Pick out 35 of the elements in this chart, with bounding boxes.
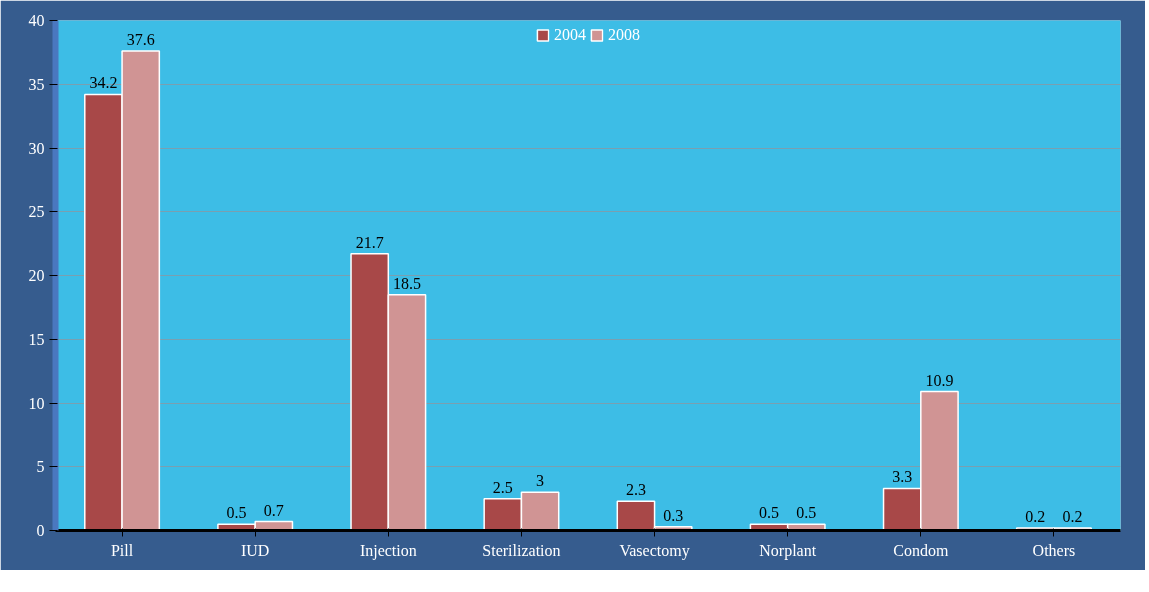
x-tick-label: Vasectomy xyxy=(619,541,690,560)
data-label: 3.3 xyxy=(892,468,913,486)
data-label: 0.2 xyxy=(1062,507,1083,525)
data-label: 0.3 xyxy=(663,506,684,524)
y-tick-label: 40 xyxy=(28,12,45,29)
data-label: 2.3 xyxy=(625,481,646,499)
x-tick-label: IUD xyxy=(240,541,270,559)
legend-label: 2008 xyxy=(608,26,640,44)
y-tick-label: 5 xyxy=(36,458,45,476)
data-label: 21.7 xyxy=(355,233,384,251)
x-tick-label: Norplant xyxy=(759,541,817,560)
data-label: 0.7 xyxy=(263,501,284,519)
data-label: 3 xyxy=(536,472,545,490)
legend-label: 2004 xyxy=(554,26,586,44)
y-tick-label: 15 xyxy=(28,330,45,348)
data-label: 2.5 xyxy=(492,478,513,496)
data-label: 37.6 xyxy=(126,31,155,49)
y-tick-label: 10 xyxy=(28,394,45,412)
x-tick-label: Pill xyxy=(110,541,134,559)
y-tick-label: 25 xyxy=(28,203,45,221)
data-label: 10.9 xyxy=(925,371,954,389)
x-tick-label: Condom xyxy=(893,541,949,559)
data-label: 18.5 xyxy=(392,274,421,292)
data-label: 34.2 xyxy=(89,74,118,92)
data-label: 0.5 xyxy=(796,504,817,522)
data-label: 0.5 xyxy=(759,504,780,522)
y-tick-label: 0 xyxy=(36,522,45,539)
y-tick-label: 30 xyxy=(28,139,45,157)
data-label: 0.5 xyxy=(226,504,247,522)
x-tick-label: Sterilization xyxy=(482,541,561,559)
y-tick-label: 35 xyxy=(28,75,45,93)
x-tick-label: Others xyxy=(1032,541,1076,559)
data-label: 0.2 xyxy=(1025,507,1046,525)
y-tick-label: 20 xyxy=(28,267,45,284)
x-tick-label: Injection xyxy=(359,541,417,560)
